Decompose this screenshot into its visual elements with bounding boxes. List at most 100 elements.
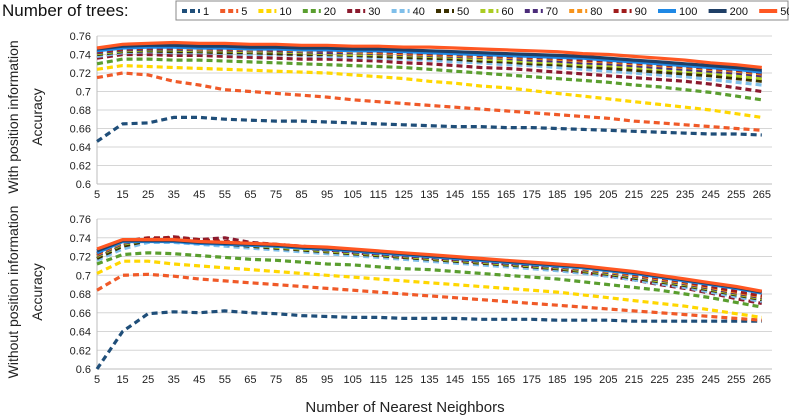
x-tick-label: 35: [168, 374, 180, 386]
y-tick-label: 0.72: [70, 252, 91, 264]
y-tick-label: 0.72: [70, 68, 91, 80]
legend-label-70: 70: [546, 6, 558, 18]
x-tick-label: 175: [522, 374, 540, 386]
ylabel-without-position: Accuracy: [29, 263, 45, 321]
series-line-40: [96, 240, 763, 304]
x-tick-label: 155: [471, 189, 489, 201]
y-tick-label: 0.7: [76, 270, 91, 282]
x-tick-label: 195: [574, 374, 592, 386]
series-line-1: [95, 309, 762, 370]
chart-without-position: Without position information Accuracy 0.…: [5, 206, 772, 386]
x-tick-label: 85: [295, 189, 307, 201]
legend-label-30: 30: [368, 6, 380, 18]
series-line-5: [96, 272, 762, 322]
x-tick-label: 225: [650, 189, 668, 201]
legend: Number of trees: 1 5 10 20 30 40 50 60 70 80 90 100…: [2, 0, 789, 21]
x-tick-label: 65: [244, 374, 256, 386]
x-tick-label: 135: [420, 374, 438, 386]
legend-title: Number of trees:: [2, 1, 129, 20]
ylabel-with-position: Accuracy: [29, 88, 45, 146]
legend-label-20: 20: [324, 6, 336, 18]
y-ticks-without-position: 0.76 0.74 0.72 0.7 0.68 0.66 0.64 0.62 0.6: [70, 214, 91, 376]
y-tick-label: 0.68: [70, 105, 91, 117]
x-tick-label: 185: [548, 374, 566, 386]
y-tick-label: 0.74: [70, 233, 91, 245]
x-tick-label: 215: [625, 189, 643, 201]
y-tick-label: 0.62: [70, 345, 91, 357]
x-ticks-with-position: 5 15 25 35 45 55 65 75 85 95 105 115 125 135 145 155 165…: [94, 189, 771, 201]
series-with-position: [96, 40, 763, 143]
x-tick-label: 235: [676, 189, 694, 201]
x-tick-label: 215: [625, 374, 643, 386]
x-tick-label: 185: [548, 189, 566, 201]
x-tick-label: 115: [369, 189, 387, 201]
y-tick-label: 0.6: [76, 364, 91, 376]
legend-label-100: 100: [679, 6, 697, 18]
x-tick-label: 205: [599, 374, 617, 386]
y-tick-label: 0.66: [70, 308, 91, 320]
x-tick-label: 45: [193, 374, 205, 386]
x-tick-label: 205: [599, 189, 617, 201]
x-tick-label: 105: [344, 374, 362, 386]
x-tick-label: 95: [321, 189, 333, 201]
x-tick-label: 25: [142, 374, 154, 386]
panel-title-without-position: Without position information: [5, 206, 21, 379]
x-tick-label: 105: [344, 189, 362, 201]
x-tick-label: 245: [701, 374, 719, 386]
x-tick-label: 195: [574, 189, 592, 201]
x-tick-label: 35: [168, 189, 180, 201]
grid-with-position: [96, 35, 772, 185]
x-tick-label: 65: [244, 189, 256, 201]
series-line-100: [96, 45, 762, 74]
y-tick-label: 0.6: [76, 179, 91, 191]
legend-label-10: 10: [279, 6, 291, 18]
series-line-20: [96, 57, 763, 102]
series-line-10: [96, 63, 763, 119]
series-without-position: [95, 235, 763, 370]
x-tick-label: 15: [116, 374, 128, 386]
series-line-1: [96, 115, 762, 143]
x-tick-label: 115: [369, 374, 387, 386]
series-line-500: [96, 40, 762, 70]
legend-label-1: 1: [203, 6, 209, 18]
series-line-10: [96, 259, 763, 319]
y-tick-label: 0.74: [70, 50, 91, 62]
x-tick-label: 255: [727, 374, 745, 386]
x-tick-label: 55: [219, 189, 231, 201]
x-tick-label: 135: [420, 189, 438, 201]
y-tick-label: 0.7: [76, 87, 91, 99]
series-line-200: [96, 43, 762, 72]
chart-with-position: With position information Accuracy 0.760…: [5, 31, 772, 201]
legend-label-200: 200: [730, 6, 748, 18]
y-tick-label: 0.76: [70, 31, 91, 43]
legend-label-80: 80: [590, 6, 602, 18]
x-tick-label: 165: [497, 189, 515, 201]
x-tick-label: 85: [295, 374, 307, 386]
y-tick-label: 0.76: [70, 214, 91, 226]
x-tick-label: 5: [94, 189, 100, 201]
y-ticks-with-position: 0.76 0.74 0.72 0.7 0.68 0.66 0.64 0.62 0.6: [70, 31, 91, 191]
legend-items: 1 5 10 20 30 40 50 60 70 80 90 100 200 500: [182, 6, 789, 18]
legend-label-90: 90: [635, 6, 647, 18]
y-tick-label: 0.64: [70, 142, 91, 154]
x-tick-label: 45: [193, 189, 205, 201]
x-tick-label: 125: [395, 374, 413, 386]
x-tick-label: 5: [94, 374, 100, 386]
series-line-500: [96, 238, 763, 293]
x-tick-label: 155: [471, 374, 489, 386]
x-tick-label: 225: [650, 374, 668, 386]
x-tick-label: 265: [753, 189, 771, 201]
x-tick-label: 95: [321, 374, 333, 386]
x-axis-label: Number of Nearest Neighbors: [305, 399, 504, 416]
y-tick-label: 0.66: [70, 124, 91, 136]
y-tick-label: 0.64: [70, 327, 91, 339]
series-line-80: [96, 237, 763, 299]
x-tick-label: 125: [395, 189, 413, 201]
x-ticks-without-position: 5 15 25 35 45 55 65 75 85 95 105 115 125 135 145 155 165…: [94, 374, 771, 386]
x-tick-label: 25: [142, 189, 154, 201]
x-tick-label: 265: [753, 374, 771, 386]
x-tick-label: 235: [676, 374, 694, 386]
legend-label-40: 40: [413, 6, 425, 18]
y-tick-label: 0.62: [70, 161, 91, 173]
